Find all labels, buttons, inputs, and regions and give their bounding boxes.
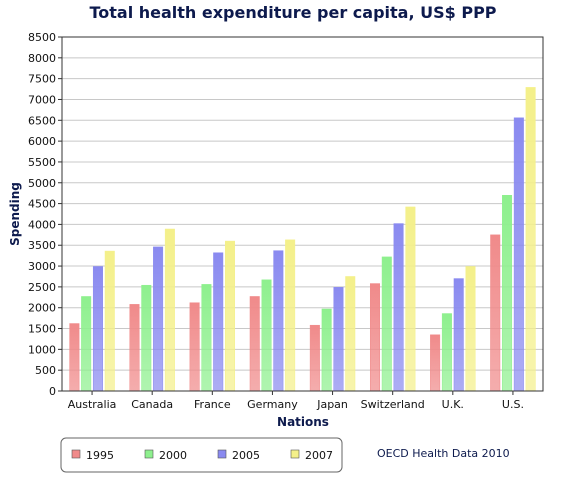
legend-swatch-1995 [71,449,81,459]
y-tick-label: 7500 [28,73,56,86]
bar-canada-2007 [164,228,175,392]
bar-us-2005 [513,117,524,392]
y-tick-label: 3000 [28,260,56,273]
bar-australia-1995 [69,323,80,392]
bar-uk-2005 [453,278,464,392]
x-tick-label: Japan [316,398,348,411]
y-tick-label: 2500 [28,281,56,294]
bar-us-2000 [502,195,513,392]
legend-label-2007: 2007 [305,449,333,462]
y-tick-label: 6500 [28,114,56,127]
bar-uk-2000 [441,313,452,392]
legend-swatch-2005 [217,449,227,459]
bar-france-2007 [225,240,236,392]
y-axis-title: Spending [8,182,22,246]
bar-us-1995 [490,234,501,392]
x-tick-label: Germany [247,398,298,411]
legend: 1995 2000 2005 2007 [71,449,333,462]
y-tick-label: 2000 [28,302,56,315]
bar-germany-2007 [285,239,296,392]
legend-label-2005: 2005 [232,449,260,462]
y-axis-ticks: 0 500 1000 1500 2000 2500 3000 3500 4000 4500 5000… [28,31,62,398]
bar-us-2007 [525,87,536,392]
bar-uk-2007 [465,266,476,392]
y-tick-label: 1000 [28,343,56,356]
y-tick-label: 7000 [28,93,56,106]
bar-france-2005 [213,252,224,392]
bar-japan-2000 [321,308,332,392]
x-tick-label: U.K. [442,398,464,411]
bar-germany-2000 [261,279,272,392]
bar-switzerland-2005 [393,223,404,392]
x-tick-label: Australia [68,398,117,411]
x-axis-title: Nations [277,415,329,429]
bar-japan-1995 [309,324,320,392]
bar-switzerland-2000 [381,256,392,392]
legend-label-2000: 2000 [159,449,187,462]
source-note: OECD Health Data 2010 [377,447,510,460]
bar-australia-2005 [92,266,103,392]
bar-japan-2005 [333,287,344,392]
bar-france-2000 [201,284,212,392]
bar-canada-2005 [153,246,164,392]
bar-australia-2007 [104,250,115,392]
y-tick-label: 4500 [28,198,56,211]
gridlines [62,57,543,371]
bar-france-1995 [189,302,200,392]
y-tick-label: 4000 [28,218,56,231]
y-tick-label: 500 [35,364,56,377]
x-tick-label: Canada [131,398,173,411]
chart-title: Total health expenditure per capita, US$… [89,3,496,22]
bar-germany-2005 [273,250,284,392]
y-tick-label: 5500 [28,156,56,169]
bar-germany-1995 [249,296,260,392]
x-axis-ticks: Australia Canada France Germany Japan Switzer… [68,391,524,411]
bar-australia-2000 [81,296,92,392]
x-tick-label: Switzerland [361,398,425,411]
legend-label-1995: 1995 [86,449,114,462]
bar-canada-2000 [141,284,152,392]
bar-switzerland-2007 [405,206,416,392]
x-tick-label: France [194,398,231,411]
y-tick-label: 0 [49,385,56,398]
bar-japan-2007 [345,276,356,392]
legend-swatch-2007 [290,449,300,459]
bars [69,87,536,392]
y-tick-label: 8000 [28,52,56,65]
y-tick-label: 5000 [28,177,56,190]
y-tick-label: 3500 [28,239,56,252]
bar-uk-1995 [430,334,441,392]
legend-swatch-2000 [144,449,154,459]
y-tick-label: 6000 [28,135,56,148]
bar-switzerland-1995 [369,283,380,392]
legend-box [60,437,343,473]
x-tick-label: U.S. [502,398,524,411]
plot-area-frame [61,36,544,392]
bar-canada-1995 [129,304,140,392]
y-tick-label: 8500 [28,31,56,44]
y-tick-label: 1500 [28,323,56,336]
